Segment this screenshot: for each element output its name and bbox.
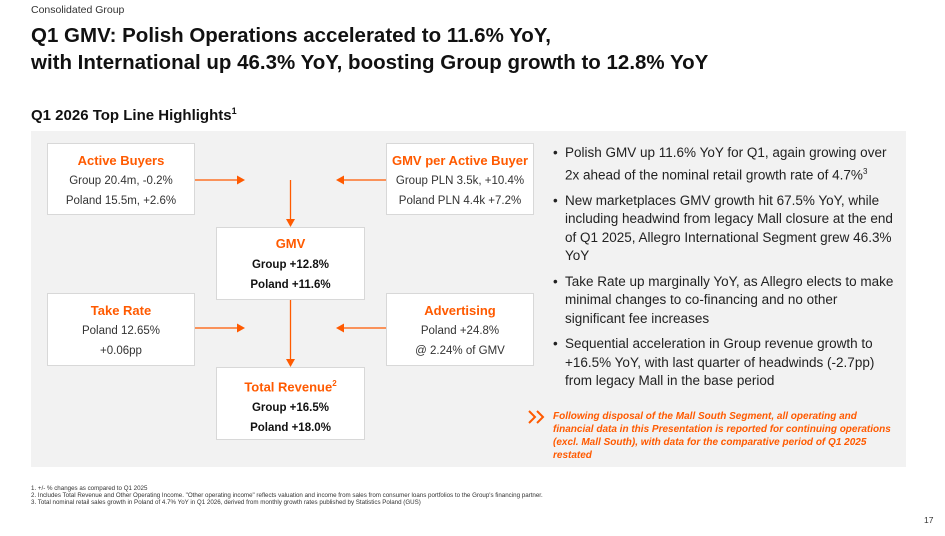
gmv-group: Group +12.8%	[251, 259, 329, 271]
total-revenue-poland: Poland +18.0%	[250, 422, 331, 435]
footnote-3: 3. Total nominal retail sales growth in …	[31, 499, 421, 507]
gmv-per-buyer-box: GMV per Active Buyer Group PLN 3.5k, +10…	[386, 143, 534, 215]
footnote-2: 2. Includes Total Revenue and Other Oper…	[31, 492, 543, 500]
section-title: Q1 2026 Top Line Highlights1	[31, 106, 237, 124]
gmv-per-buyer-poland: Poland PLN 4.4k +7.2%	[398, 195, 522, 207]
bullet-item: • Sequential acceleration in Group revenu…	[553, 335, 898, 391]
footnotes: 1. +/- % changes as compared to Q1 2025 …	[31, 485, 931, 507]
total-revenue-title: Total Revenue	[244, 379, 333, 395]
total-revenue-sup: 2	[332, 379, 337, 388]
gmv-per-buyer-title: GMV per Active Buyer	[391, 153, 529, 168]
take-rate-box: Take Rate Poland 12.65% +0.06pp	[47, 293, 195, 366]
bullet-item: • Take Rate up marginally YoY, as Allegro…	[553, 273, 898, 329]
gmv-title: GMV	[275, 236, 306, 251]
gmv-poland: Poland +11.6%	[250, 279, 331, 291]
bullet-text: Take Rate up marginally YoY, as Allegro …	[565, 273, 894, 326]
take-rate-change: +0.06pp	[100, 345, 142, 357]
total-revenue-group: Group +16.5%	[251, 402, 329, 415]
advertising-title: Advertising	[424, 303, 496, 318]
page-number: 17	[924, 515, 934, 525]
total-revenue-box: Total Revenue2 Group +16.5% Poland +18.0…	[216, 367, 365, 440]
bullet-item: • New marketplaces GMV growth hit 67.5% Y…	[553, 192, 898, 266]
take-rate-title: Take Rate	[90, 303, 152, 318]
bullet-item: • Polish GMV up 11.6% YoY for Q1, again g…	[553, 144, 898, 185]
disposal-note: Following disposal of the Mall South Seg…	[553, 411, 891, 461]
bullet-dot-icon: •	[553, 273, 558, 289]
group-label: Consolidated Group	[31, 4, 125, 16]
gmv-box: GMV Group +12.8% Poland +11.6%	[216, 227, 365, 300]
active-buyers-poland: Poland 15.5m, +2.6%	[65, 195, 177, 207]
bullet-sup: 3	[862, 166, 868, 176]
highlight-bullets: • Polish GMV up 11.6% YoY for Q1, again g…	[553, 144, 898, 398]
title-line-1: Q1 GMV: Polish Operations accelerated to…	[31, 24, 551, 47]
bullet-dot-icon: •	[553, 192, 558, 208]
active-buyers-group: Group 20.4m, -0.2%	[69, 175, 173, 187]
footnote-1: 1. +/- % changes as compared to Q1 2025	[31, 485, 148, 492]
double-chevron-right-icon	[528, 410, 545, 424]
active-buyers-title: Active Buyers	[77, 153, 165, 168]
advertising-share: @ 2.24% of GMV	[415, 345, 505, 357]
bullet-text: Sequential acceleration in Group revenue…	[565, 336, 875, 388]
total-revenue-title-wrap: Total Revenue2	[217, 376, 364, 395]
advertising-box: Advertising Poland +24.8% @ 2.24% of GMV	[386, 293, 534, 366]
bullet-dot-icon: •	[553, 336, 558, 351]
page-title: Q1 GMV: Polish Operations accelerated to…	[31, 22, 911, 76]
title-line-2: with International up 46.3% YoY, boostin…	[31, 51, 709, 74]
active-buyers-box: Active Buyers Group 20.4m, -0.2% Poland …	[47, 143, 195, 215]
bullet-text: New marketplaces GMV growth hit 67.5% Yo…	[565, 192, 893, 264]
advertising-poland: Poland +24.8%	[420, 325, 500, 337]
bullet-text: Polish GMV up 11.6% YoY for Q1, again gr…	[565, 145, 887, 182]
bullet-dot-icon: •	[553, 145, 558, 160]
section-title-sup: 1	[231, 106, 237, 116]
gmv-per-buyer-group: Group PLN 3.5k, +10.4%	[395, 175, 525, 187]
take-rate-poland: Poland 12.65%	[81, 325, 160, 337]
section-title-text: Q1 2026 Top Line Highlights	[31, 107, 232, 124]
